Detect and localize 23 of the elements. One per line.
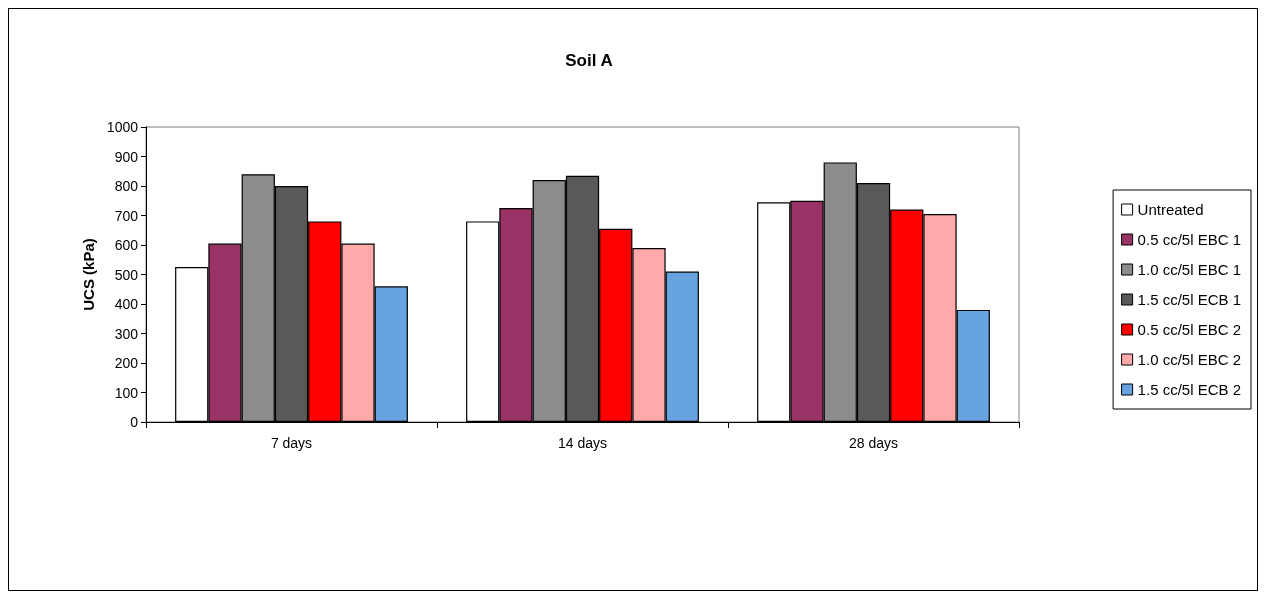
x-tick-label: 7 days xyxy=(270,435,313,451)
y-tick-label: 100 xyxy=(114,384,139,401)
chart-title: Soil A xyxy=(565,51,613,70)
legend-label: 1.5 cc/5l ECB 2 xyxy=(1137,381,1242,398)
y-tick-label: 200 xyxy=(114,355,139,371)
legend-label: 1.5 cc/5l ECB 1 xyxy=(1137,291,1242,308)
y-axis-title: UCS (kPa) xyxy=(79,238,97,311)
y-tick-label: 400 xyxy=(114,296,139,312)
y-tick-label: 0 xyxy=(130,414,139,430)
x-tick-label: 28 days xyxy=(848,435,899,451)
y-tick-label: 300 xyxy=(114,325,139,342)
legend-label: 0.5 cc/5l EBC 1 xyxy=(1137,231,1242,248)
legend-label: 1.0 cc/5l EBC 2 xyxy=(1137,351,1242,368)
y-tick-label: 800 xyxy=(114,178,139,194)
y-tick-label: 1000 xyxy=(106,119,139,135)
legend-label: Untreated xyxy=(1137,201,1204,218)
y-tick-label: 900 xyxy=(114,148,139,165)
x-tick-label: 14 days xyxy=(557,435,608,451)
y-tick-label: 500 xyxy=(114,266,139,283)
y-tick-label: 600 xyxy=(114,237,139,253)
legend-label: 1.0 cc/5l EBC 1 xyxy=(1137,261,1242,278)
legend-label: 0.5 cc/5l EBC 2 xyxy=(1137,321,1242,338)
y-tick-label: 700 xyxy=(114,207,139,224)
